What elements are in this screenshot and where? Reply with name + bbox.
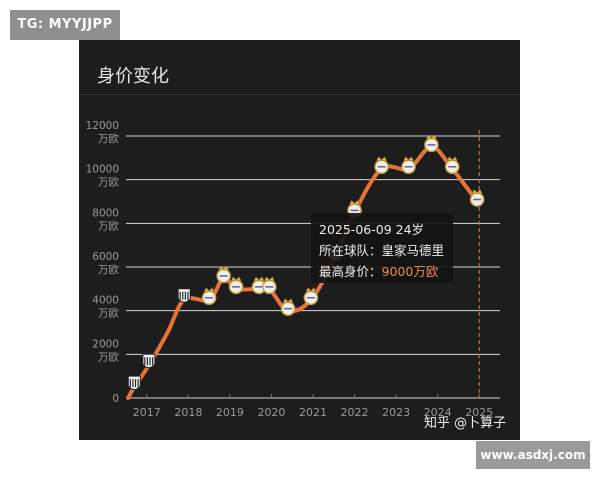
- y-tick-unit-8000: 万欧: [98, 220, 119, 232]
- real-madrid-crest-icon: [262, 276, 277, 295]
- crest-crown: [349, 199, 360, 205]
- data-point-11: [303, 287, 319, 305]
- data-point-5: [201, 287, 217, 305]
- y-tick-label-2000: 2000: [92, 338, 119, 350]
- y-tick-unit-2000: 万欧: [98, 351, 119, 363]
- real-madrid-crest-icon: [216, 265, 231, 284]
- santos-crest-icon: [127, 375, 141, 391]
- real-madrid-crest-icon: [469, 189, 485, 207]
- crest-crown: [471, 189, 483, 194]
- tooltip-value-value: 9000万欧: [381, 264, 439, 279]
- crest-crown: [203, 287, 215, 292]
- tooltip-value-row: 最高身价：9000万欧: [319, 261, 453, 282]
- crest-shield: [177, 288, 191, 303]
- crest-crown: [218, 265, 230, 271]
- site-badge: www.asdxj.com: [476, 441, 590, 469]
- chart-tooltip: 2025-06-09 24岁 所在球队：皇家马德里 最高身价：9000万欧: [311, 213, 453, 283]
- data-point-14: [374, 156, 389, 174]
- x-tick-label-2023: 2023: [382, 406, 410, 419]
- x-tick-label-2019: 2019: [216, 406, 244, 419]
- data-point-10: [280, 298, 296, 316]
- market-value-chart: 02000万欧4000万欧6000万欧8000万欧10000万欧12000万欧 …: [86, 120, 500, 419]
- watermark: 知乎 @卜算子: [424, 416, 507, 431]
- crest-shield: [127, 375, 141, 391]
- crest-crown: [446, 156, 458, 161]
- chart-panel: 身价变化 0 2000 万欧 4000 万欧 6000 万欧 8000 万欧 10000 万欧 120…: [79, 40, 520, 440]
- x-tick-label-2018: 2018: [174, 406, 202, 419]
- y-tick-label-12000: 12000: [86, 120, 119, 132]
- y-tick-label-6000: 6000: [92, 251, 119, 263]
- x-tick-label-2022: 2022: [341, 406, 369, 419]
- tooltip-value-label: 最高身价：: [319, 264, 382, 279]
- x-tick-label-2025: 2025: [465, 406, 493, 419]
- real-madrid-crest-icon: [303, 287, 319, 305]
- crest-crown: [426, 134, 437, 140]
- crest-crown: [305, 287, 317, 292]
- tg-badge: TG: MYYJJPP: [10, 10, 120, 40]
- data-point-15: [401, 156, 416, 174]
- y-tick-unit-10000: 万欧: [98, 177, 119, 189]
- santos-crest-icon: [142, 353, 156, 369]
- data-point-4: [177, 288, 191, 303]
- y-tick-unit-4000: 万欧: [98, 308, 119, 320]
- real-madrid-crest-icon: [201, 287, 217, 305]
- y-tick-label-8000: 8000: [92, 207, 119, 219]
- real-madrid-crest-icon: [424, 134, 439, 153]
- y-tick-label-0: 0: [112, 393, 119, 405]
- crest-crown: [253, 276, 265, 282]
- x-tick-label-2024: 2024: [424, 406, 452, 419]
- x-tick-label-2021: 2021: [299, 406, 327, 419]
- crest-crown: [403, 156, 414, 161]
- data-point-17: [444, 156, 460, 174]
- y-tick-unit-6000: 万欧: [98, 264, 119, 276]
- data-point-7: [228, 276, 244, 295]
- y-tick-unit-12000: 万欧: [98, 133, 119, 145]
- tooltip-club-row: 所在球队：皇家马德里: [319, 240, 453, 261]
- real-madrid-crest-icon: [374, 156, 389, 174]
- data-point-2: [142, 353, 156, 369]
- crest-crown: [282, 298, 294, 303]
- tooltip-date: 2025-06-09 24岁: [319, 222, 425, 237]
- data-point-1: [127, 375, 141, 391]
- panel-divider: [79, 94, 520, 95]
- data-point-16: [424, 134, 439, 153]
- real-madrid-crest-icon: [280, 298, 296, 316]
- x-tick-label-2017: 2017: [133, 406, 161, 419]
- real-madrid-crest-icon: [228, 276, 244, 295]
- real-madrid-crest-icon: [401, 156, 416, 174]
- data-point-18: [469, 189, 485, 207]
- crest-shield: [142, 353, 156, 369]
- y-tick-label-4000: 4000: [92, 295, 119, 307]
- real-madrid-crest-icon: [444, 156, 460, 174]
- x-tick-label-2020: 2020: [257, 406, 285, 419]
- crest-crown: [263, 276, 275, 282]
- panel-title: 身价变化: [97, 66, 169, 87]
- y-tick-label-10000: 10000: [86, 164, 119, 176]
- crest-crown: [376, 156, 387, 161]
- crest-crown: [230, 276, 242, 282]
- tooltip-club-label: 所在球队：: [319, 243, 382, 258]
- santos-crest-icon: [177, 288, 191, 303]
- data-point-9: [262, 276, 277, 295]
- data-point-6: [216, 265, 231, 284]
- tooltip-club-value: 皇家马德里: [381, 243, 445, 258]
